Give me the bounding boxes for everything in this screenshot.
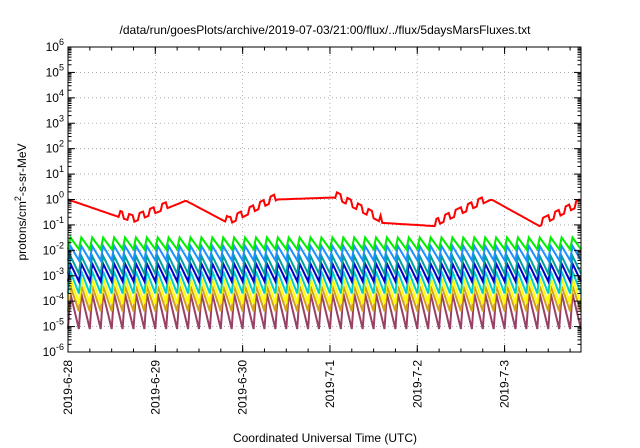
y-tick-exponent: -3 bbox=[56, 266, 64, 276]
y-tick-label: 102 bbox=[46, 139, 64, 156]
y-tick-exponent: 3 bbox=[59, 113, 64, 123]
y-tick-base: 10 bbox=[43, 218, 57, 232]
x-tick-label: 2019-6-29 bbox=[148, 360, 162, 415]
series-line bbox=[67, 235, 582, 252]
y-tick-exponent: 2 bbox=[59, 139, 64, 149]
y-tick-base: 10 bbox=[46, 142, 60, 156]
y-tick-exponent: 6 bbox=[59, 37, 64, 47]
series-line bbox=[67, 270, 582, 294]
series-line bbox=[67, 243, 582, 264]
y-tick-exponent: -4 bbox=[56, 291, 64, 301]
y-tick-exponent: -6 bbox=[56, 342, 64, 352]
y-tick-exponent: 0 bbox=[59, 190, 64, 200]
y-axis-label-main: protons/cm bbox=[15, 201, 29, 260]
y-tick-label: 103 bbox=[46, 113, 64, 130]
series-group bbox=[67, 190, 582, 330]
x-tick-label: 2019-6-28 bbox=[61, 360, 75, 415]
y-axis-label-sup: 2 bbox=[13, 196, 23, 201]
y-tick-base: 10 bbox=[43, 320, 57, 334]
x-tick-label: 2019-7-2 bbox=[410, 360, 424, 408]
y-tick-label: 10-6 bbox=[43, 342, 64, 359]
y-tick-base: 10 bbox=[46, 116, 60, 130]
y-tick-exponent: -2 bbox=[56, 240, 64, 250]
y-tick-base: 10 bbox=[46, 193, 60, 207]
y-tick-label: 10-4 bbox=[43, 291, 64, 308]
y-tick-exponent: 1 bbox=[59, 164, 64, 174]
x-axis-label: Coordinated Universal Time (UTC) bbox=[233, 431, 417, 445]
y-tick-base: 10 bbox=[46, 65, 60, 79]
series-line bbox=[67, 252, 582, 278]
y-tick-label: 10-5 bbox=[43, 317, 64, 334]
y-tick-exponent: 5 bbox=[59, 62, 64, 72]
y-tick-base: 10 bbox=[46, 40, 60, 54]
y-tick-base: 10 bbox=[46, 91, 60, 105]
y-tick-label: 10-3 bbox=[43, 266, 64, 283]
y-tick-base: 10 bbox=[43, 269, 57, 283]
chart-title: /data/run/goesPlots/archive/2019-07-03/2… bbox=[120, 23, 532, 37]
y-tick-exponent: -5 bbox=[56, 317, 64, 327]
y-tick-label: 106 bbox=[46, 37, 64, 54]
y-tick-label: 10-2 bbox=[43, 240, 64, 257]
y-axis-label: protons/cm2-s-sr-MeV bbox=[13, 143, 29, 260]
axis-ticks: 10-610-510-410-310-210-11001011021031041… bbox=[43, 37, 581, 415]
y-tick-base: 10 bbox=[43, 345, 57, 359]
y-tick-base: 10 bbox=[43, 243, 57, 257]
y-tick-label: 100 bbox=[46, 190, 64, 207]
y-tick-base: 10 bbox=[43, 294, 57, 308]
y-tick-label: 104 bbox=[46, 88, 64, 105]
x-tick-label: 2019-7-1 bbox=[323, 360, 337, 408]
x-tick-label: 2019-7-3 bbox=[498, 360, 512, 408]
series-line bbox=[67, 260, 582, 285]
y-tick-exponent: 4 bbox=[59, 88, 64, 98]
series-line bbox=[67, 190, 581, 228]
x-tick-label: 2019-6-30 bbox=[236, 360, 250, 415]
y-tick-label: 105 bbox=[46, 62, 64, 79]
y-tick-label: 10-1 bbox=[43, 215, 64, 232]
y-tick-label: 101 bbox=[46, 164, 64, 181]
y-tick-base: 10 bbox=[46, 167, 60, 181]
y-tick-exponent: -1 bbox=[56, 215, 64, 225]
y-axis-label-rest: -s-sr-MeV bbox=[15, 143, 29, 196]
